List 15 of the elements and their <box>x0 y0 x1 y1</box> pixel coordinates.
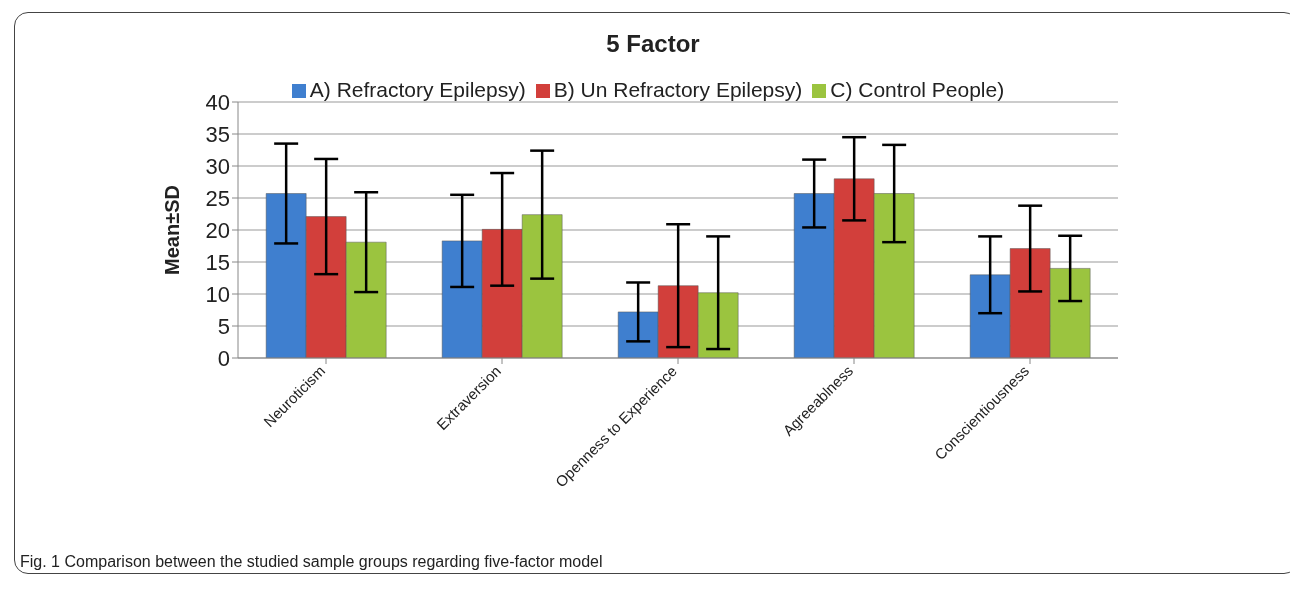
legend-label: C) Control People) <box>830 78 1005 101</box>
caption: Fig. 1 Comparison between the studied sample groups regarding five-factor model <box>20 553 603 571</box>
y-tick-label: 35 <box>205 121 230 147</box>
y-tick-label: 0 <box>217 345 230 371</box>
chart-title: 5 Factor <box>605 30 701 58</box>
y-tick-label: 15 <box>205 249 230 275</box>
y-axis-title: Mean±SD <box>161 185 184 275</box>
y-tick-label: 10 <box>205 281 230 307</box>
y-tick-label: 40 <box>205 89 230 115</box>
y-tick-label: 5 <box>217 313 230 339</box>
y-tick-label: 30 <box>205 153 230 179</box>
legend-label: A) Refractory Epilepsy) <box>309 78 526 101</box>
y-tick-label: 25 <box>205 185 230 211</box>
y-tick-label: 20 <box>205 217 230 243</box>
legend-label: B) Un Refractory Epilepsy) <box>553 78 803 101</box>
